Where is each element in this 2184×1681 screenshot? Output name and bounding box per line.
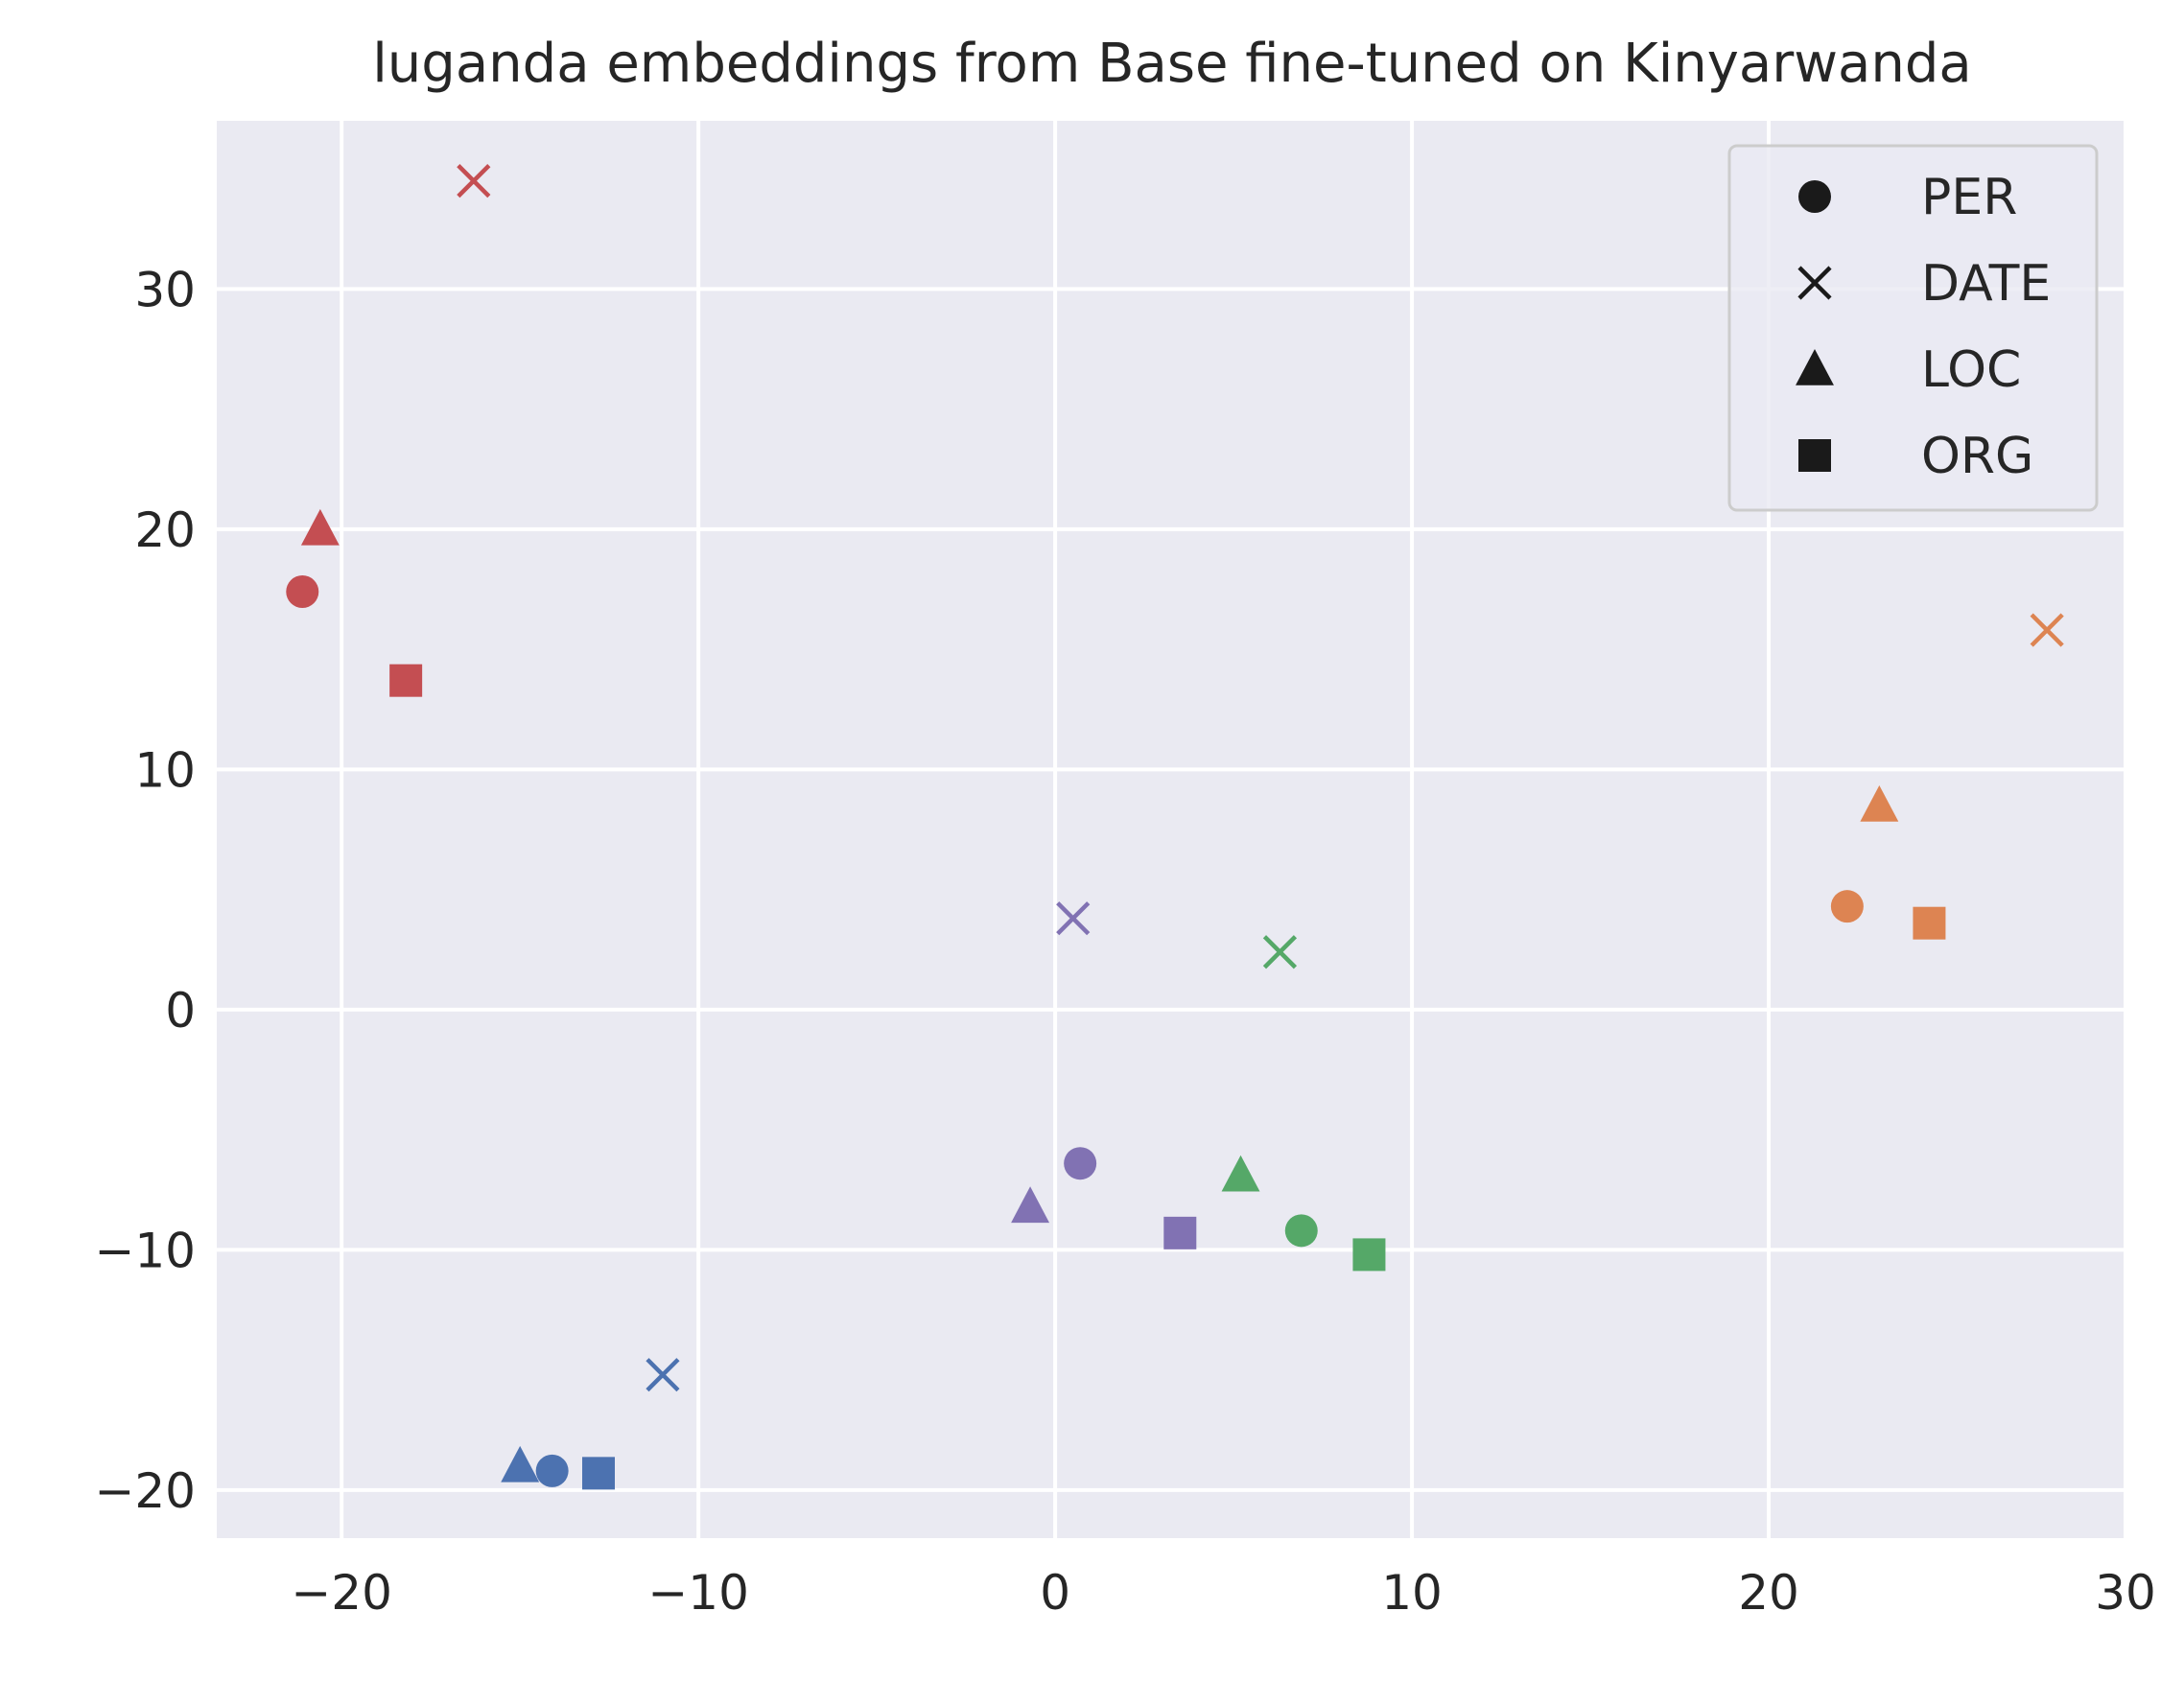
legend: PER DATE LOC ORG <box>1727 144 2099 512</box>
point-org <box>1352 1238 1386 1272</box>
point-per <box>1284 1214 1318 1248</box>
point-date <box>646 1358 680 1392</box>
point-loc <box>1011 1186 1050 1224</box>
y-tick-label: 10 <box>134 742 196 798</box>
point-org <box>389 664 423 697</box>
y-tick-label: 0 <box>165 983 196 1039</box>
legend-marker-date <box>1797 266 1832 300</box>
y-tick-label: 20 <box>134 502 196 558</box>
chart-title: luganda embeddings from Base fine-tuned … <box>372 33 1971 95</box>
x-tick-label: 0 <box>1040 1565 1070 1621</box>
x-axis-tick-labels: −20 −10 0 10 20 30 <box>291 1565 2155 1621</box>
y-tick-label: −20 <box>94 1463 196 1519</box>
grid-lines <box>217 121 2127 1538</box>
x-tick-label: 20 <box>1738 1565 1799 1621</box>
point-per <box>535 1454 569 1487</box>
point-date <box>457 164 491 198</box>
legend-frame <box>1727 144 2099 512</box>
point-per <box>286 574 319 608</box>
point-date <box>1262 935 1298 969</box>
point-org <box>1163 1216 1197 1249</box>
point-date <box>1056 901 1091 936</box>
legend-label: PER <box>1921 169 2017 226</box>
point-per <box>1830 890 1864 923</box>
x-tick-label: 30 <box>2095 1565 2156 1621</box>
point-date <box>2030 613 2064 647</box>
legend-marker-org <box>1798 439 1831 472</box>
point-loc <box>501 1445 540 1483</box>
point-loc <box>1860 784 1899 822</box>
x-tick-label: 10 <box>1381 1565 1443 1621</box>
point-loc <box>300 508 340 546</box>
point-loc <box>1221 1155 1260 1192</box>
legend-label: DATE <box>1921 255 2051 313</box>
y-tick-label: 30 <box>134 262 196 317</box>
x-tick-label: −10 <box>647 1565 749 1621</box>
legend-marker-loc <box>1796 349 1834 385</box>
point-per <box>1064 1147 1097 1180</box>
point-org <box>1913 906 1946 940</box>
data-points <box>286 164 2064 1490</box>
y-axis-tick-labels: −20 −10 0 10 20 30 <box>94 262 196 1519</box>
point-org <box>582 1457 615 1490</box>
x-tick-label: −20 <box>291 1565 392 1621</box>
legend-marker-per <box>1798 180 1831 213</box>
legend-label: LOC <box>1921 341 2021 399</box>
legend-label: ORG <box>1921 428 2033 485</box>
y-tick-label: −10 <box>94 1223 196 1278</box>
